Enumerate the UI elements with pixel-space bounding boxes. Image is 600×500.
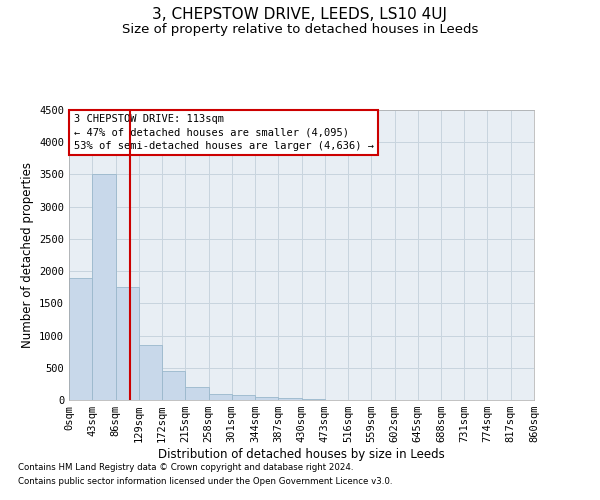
Bar (232, 395, 255, 400)
Bar (185, 387, 209, 400)
X-axis label: Distribution of detached houses by size in Leeds: Distribution of detached houses by size … (158, 448, 445, 461)
Text: Contains HM Land Registry data © Crown copyright and database right 2024.: Contains HM Land Registry data © Crown c… (18, 464, 353, 472)
Text: Contains public sector information licensed under the Open Government Licence v3: Contains public sector information licen… (18, 477, 392, 486)
Bar (278, 398, 302, 400)
Text: 3, CHEPSTOW DRIVE, LEEDS, LS10 4UJ: 3, CHEPSTOW DRIVE, LEEDS, LS10 4UJ (152, 8, 448, 22)
Bar (115, 287, 139, 400)
Bar (255, 397, 278, 400)
Bar (139, 345, 162, 400)
Bar (92, 174, 115, 400)
Bar (209, 394, 232, 400)
Bar (69, 278, 92, 400)
Bar (162, 371, 185, 400)
Y-axis label: Number of detached properties: Number of detached properties (20, 162, 34, 348)
Text: Size of property relative to detached houses in Leeds: Size of property relative to detached ho… (122, 22, 478, 36)
Text: 3 CHEPSTOW DRIVE: 113sqm
← 47% of detached houses are smaller (4,095)
53% of sem: 3 CHEPSTOW DRIVE: 113sqm ← 47% of detach… (74, 114, 374, 151)
